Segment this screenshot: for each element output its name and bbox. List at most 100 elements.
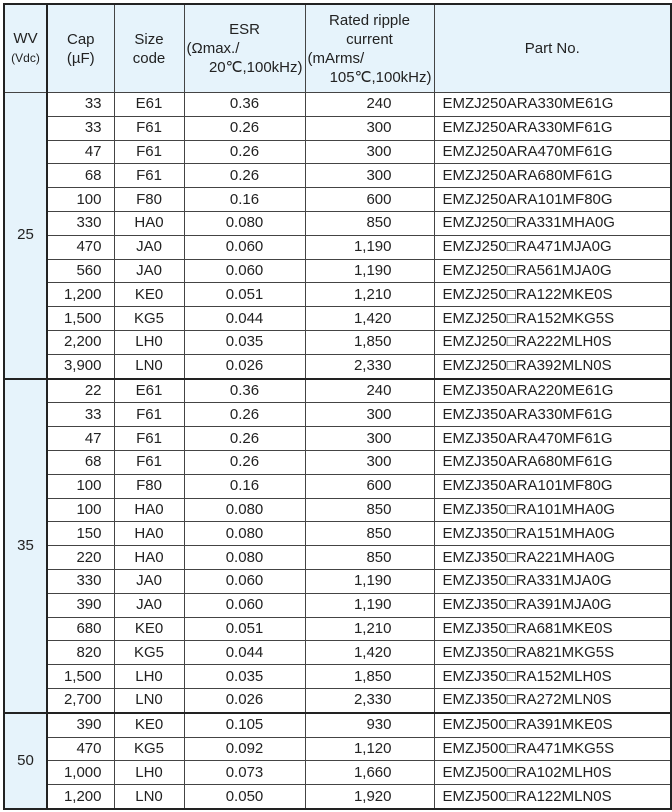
size-code-cell: LH0 — [113, 760, 185, 786]
part-no-cell: EMZJ350□RA821MKG5S — [433, 640, 672, 666]
part-no-cell: EMZJ250□RA392MLN0S — [433, 353, 672, 380]
part-no-cell: EMZJ250ARA330MF61G — [433, 115, 672, 141]
part-no-cell: EMZJ350□RA681MKE0S — [433, 616, 672, 642]
ripple-current-cell: 1,920 — [304, 784, 435, 810]
part-no-cell: EMZJ500□RA471MKG5S — [433, 736, 672, 762]
size-code-cell: LN0 — [113, 687, 185, 714]
cap-cell: 330 — [46, 210, 115, 236]
ripple-current-cell: 1,850 — [304, 329, 435, 355]
ripple-current-cell: 1,420 — [304, 306, 435, 331]
table-row: 220 HA0 0.080 850 EMZJ350□RA221MHA0G — [4, 545, 672, 570]
header-cap: Cap (µF) — [46, 3, 115, 93]
ripple-current-cell: 850 — [304, 545, 435, 570]
esr-cell: 0.16 — [183, 187, 306, 212]
size-code-cell: F80 — [113, 187, 185, 212]
header-ripple: Rated ripple current (mArms/105℃,100kHz) — [304, 3, 435, 93]
size-code-cell: KG5 — [113, 640, 185, 666]
cap-cell: 220 — [46, 545, 115, 570]
esr-cell: 0.051 — [183, 616, 306, 642]
part-no-cell: EMZJ350ARA220ME61G — [433, 377, 672, 404]
table-row: 68 F61 0.26 300 EMZJ350ARA680MF61G — [4, 449, 672, 475]
size-code-cell: KG5 — [113, 736, 185, 762]
table-row: 33 F61 0.26 300 EMZJ250ARA330MF61G — [4, 115, 672, 141]
esr-cell: 0.050 — [183, 784, 306, 810]
part-no-cell: EMZJ500□RA102MLH0S — [433, 760, 672, 786]
part-no-cell: EMZJ350□RA272MLN0S — [433, 687, 672, 714]
esr-cell: 0.060 — [183, 258, 306, 284]
cap-cell: 2,200 — [46, 329, 115, 355]
ripple-current-cell: 1,660 — [304, 760, 435, 786]
table-row: 35 22 E61 0.36 240 EMZJ350ARA220ME61G — [3, 377, 672, 714]
esr-cell: 0.080 — [183, 210, 306, 236]
ripple-current-cell: 1,190 — [304, 258, 435, 284]
size-code-cell: KG5 — [113, 306, 185, 331]
part-no-cell: EMZJ250□RA561MJA0G — [433, 258, 672, 284]
header-row: WV (Vdc) Cap (µF) Size code ESR (Ωmax./20℃,1… — [3, 3, 672, 93]
part-no-cell: EMZJ500□RA122MLN0S — [433, 784, 672, 810]
part-no-cell: EMZJ250ARA330ME61G — [433, 92, 672, 117]
ripple-current-cell: 300 — [304, 139, 435, 165]
header-wv: WV (Vdc) — [3, 3, 48, 93]
ripple-current-cell: 850 — [304, 497, 435, 523]
cap-cell: 390 — [46, 592, 115, 618]
ripple-current-cell: 300 — [304, 163, 435, 189]
esr-cell: 0.073 — [183, 760, 306, 786]
part-no-cell: EMZJ250□RA331MHA0G — [433, 210, 672, 236]
part-no-cell: EMZJ250□RA471MJA0G — [433, 234, 672, 260]
part-no-cell: EMZJ250ARA680MF61G — [433, 163, 672, 189]
cap-cell: 22 — [46, 377, 115, 404]
size-code-cell: HA0 — [113, 210, 185, 236]
cap-cell: 1,200 — [46, 282, 115, 308]
cap-cell: 820 — [46, 640, 115, 666]
ripple-current-cell: 1,210 — [304, 282, 435, 308]
table-row: 100 HA0 0.080 850 EMZJ350□RA101MHA0G — [4, 497, 672, 523]
part-no-cell: EMZJ500□RA391MKE0S — [433, 711, 672, 738]
esr-cell: 0.044 — [183, 640, 306, 666]
part-no-cell: EMZJ250□RA222MLH0S — [433, 329, 672, 355]
cap-cell: 330 — [46, 568, 115, 594]
esr-cell: 0.026 — [183, 687, 306, 714]
table-row: 1,500 KG5 0.044 1,420 EMZJ250□RA152MKG5S — [4, 306, 672, 331]
cap-cell: 33 — [46, 92, 115, 117]
table-row: 68 F61 0.26 300 EMZJ250ARA680MF61G — [4, 163, 672, 189]
header-part-no: Part No. — [433, 3, 672, 93]
ripple-current-cell: 1,850 — [304, 664, 435, 689]
esr-cell: 0.092 — [183, 736, 306, 762]
ripple-current-cell: 300 — [304, 402, 435, 428]
size-code-cell: LH0 — [113, 329, 185, 355]
part-no-cell: EMZJ350□RA152MLH0S — [433, 664, 672, 689]
wv-cell: 25 — [3, 91, 48, 380]
esr-cell: 0.26 — [183, 402, 306, 428]
esr-cell: 0.060 — [183, 568, 306, 594]
cap-cell: 560 — [46, 258, 115, 284]
esr-cell: 0.080 — [183, 545, 306, 570]
table-row: 47 F61 0.26 300 EMZJ350ARA470MF61G — [4, 426, 672, 451]
ripple-current-cell: 1,120 — [304, 736, 435, 762]
esr-cell: 0.26 — [183, 115, 306, 141]
ripple-current-cell: 1,190 — [304, 568, 435, 594]
ripple-current-cell: 240 — [304, 92, 435, 117]
cap-cell: 470 — [46, 736, 115, 762]
esr-cell: 0.051 — [183, 282, 306, 308]
ripple-current-cell: 2,330 — [304, 687, 435, 714]
cap-cell: 680 — [46, 616, 115, 642]
ripple-current-cell: 300 — [304, 449, 435, 475]
part-no-cell: EMZJ350ARA330MF61G — [433, 402, 672, 428]
cap-cell: 100 — [46, 473, 115, 499]
ripple-current-cell: 300 — [304, 115, 435, 141]
cap-cell: 1,500 — [46, 664, 115, 689]
part-no-cell: EMZJ250ARA101MF80G — [433, 187, 672, 212]
table-row: 100 F80 0.16 600 EMZJ350ARA101MF80G — [4, 473, 672, 499]
table-row: 470 KG5 0.092 1,120 EMZJ500□RA471MKG5S — [4, 736, 672, 762]
table-row: 33 F61 0.26 300 EMZJ350ARA330MF61G — [4, 402, 672, 428]
esr-cell: 0.105 — [183, 711, 306, 738]
header-size: Size code — [113, 3, 185, 93]
ripple-current-cell: 1,210 — [304, 616, 435, 642]
cap-cell: 2,700 — [46, 687, 115, 714]
esr-cell: 0.26 — [183, 426, 306, 451]
part-no-cell: EMZJ350ARA470MF61G — [433, 426, 672, 451]
ripple-current-cell: 1,190 — [304, 592, 435, 618]
size-code-cell: LN0 — [113, 353, 185, 380]
esr-cell: 0.26 — [183, 139, 306, 165]
size-code-cell: JA0 — [113, 258, 185, 284]
